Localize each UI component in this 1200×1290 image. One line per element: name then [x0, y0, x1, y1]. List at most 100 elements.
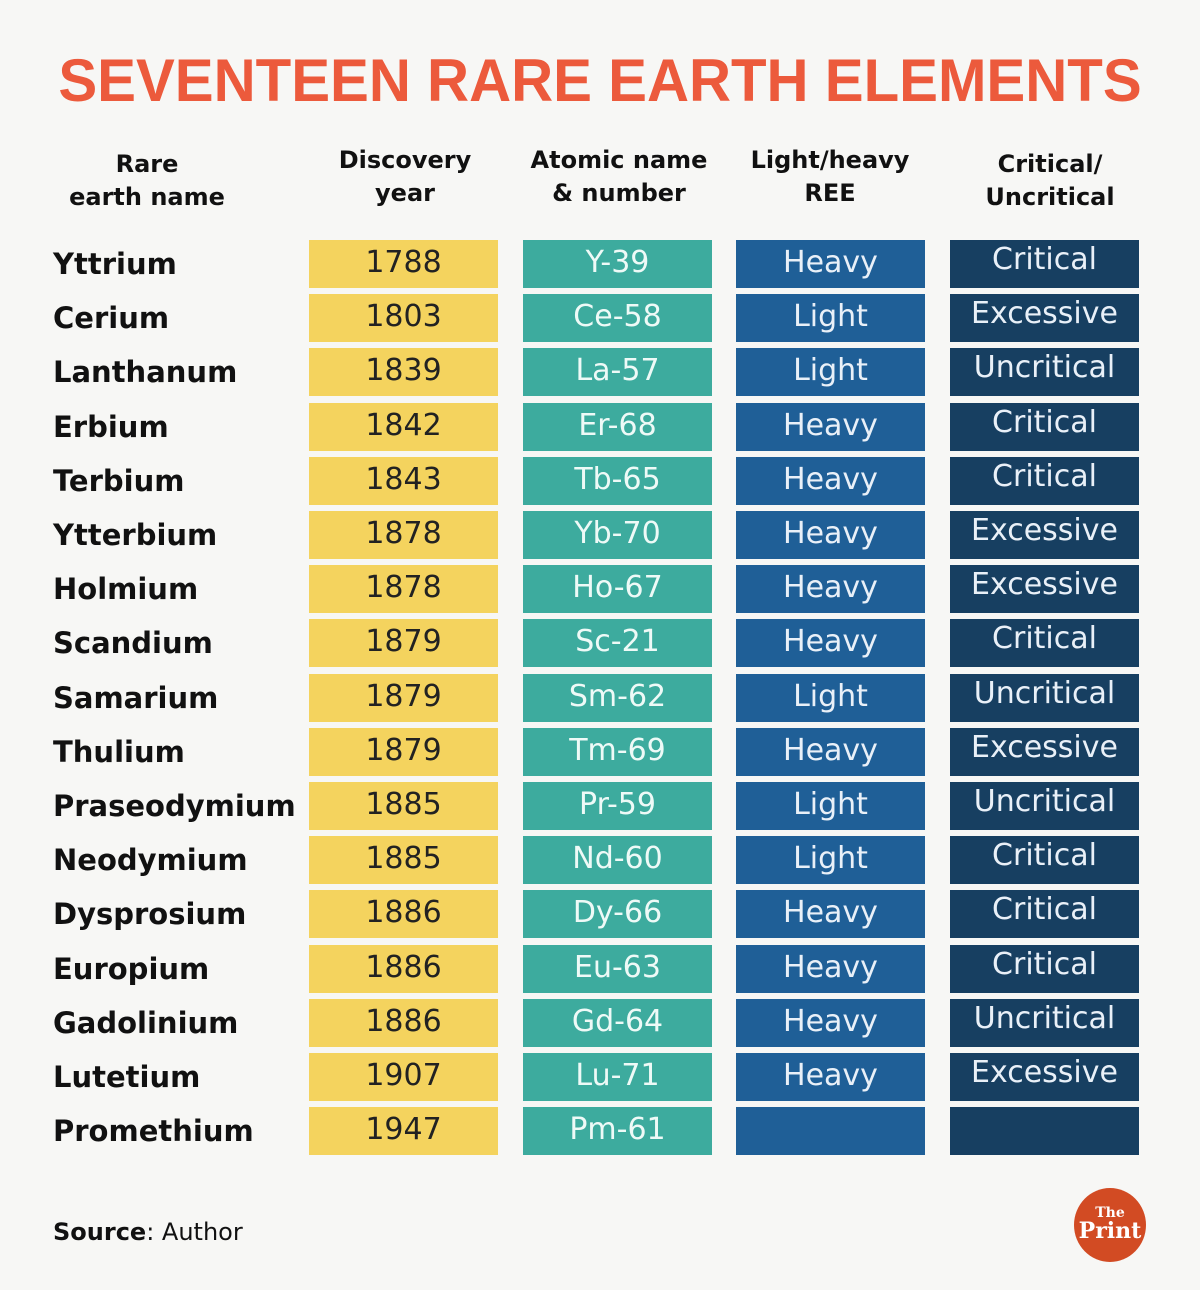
table-row: Lutetium 1907 Lu-71 Heavy Excessive	[0, 1053, 1200, 1101]
ree-type-cell: Light	[736, 673, 925, 722]
criticality-cell: Uncritical	[950, 673, 1139, 722]
theprint-logo: The Print	[1074, 1188, 1146, 1262]
element-name: Samarium	[53, 680, 219, 715]
element-name: Holmium	[53, 572, 199, 607]
element-name: Cerium	[53, 301, 170, 336]
table-row: Ytterbium 1878 Yb-70 Heavy Excessive	[0, 511, 1200, 559]
table-row: Scandium 1879 Sc-21 Heavy Critical	[0, 619, 1200, 668]
element-name: Erbium	[53, 409, 169, 444]
element-name: Terbium	[53, 463, 185, 498]
discovery-year-cell: 1886	[309, 998, 498, 1047]
atomic-name-cell: Y-39	[523, 240, 712, 288]
discovery-year-cell: 1886	[309, 890, 498, 939]
ree-type-cell: Heavy	[736, 998, 925, 1047]
header-atomic-name-number: Atomic name & number	[530, 146, 708, 207]
criticality-cell: Excessive	[950, 727, 1139, 776]
discovery-year-cell: 1788	[309, 240, 498, 288]
atomic-name-cell: Tb-65	[523, 456, 712, 505]
page-title: SEVENTEEN RARE EARTH ELEMENTS	[58, 47, 1142, 114]
atomic-name-cell: Lu-71	[523, 1053, 712, 1101]
discovery-year-cell: 1886	[309, 944, 498, 993]
ree-type-cell	[736, 1107, 925, 1156]
logo-line2: Print	[1078, 1218, 1142, 1244]
header-rare-earth-name: Rare earth name	[69, 150, 225, 211]
criticality-cell: Critical	[950, 240, 1139, 288]
atomic-name-cell: Tm-69	[523, 727, 712, 776]
atomic-name-cell: La-57	[523, 348, 712, 397]
atomic-name-cell: Pm-61	[523, 1107, 712, 1156]
element-name: Dysprosium	[53, 897, 247, 932]
criticality-cell: Excessive	[950, 565, 1139, 614]
table-row: Europium 1886 Eu-63 Heavy Critical	[0, 944, 1200, 993]
table-row: Gadolinium 1886 Gd-64 Heavy Uncritical	[0, 998, 1200, 1047]
element-name: Praseodymium	[53, 789, 296, 823]
table-row: Cerium 1803 Ce-58 Light Excessive	[0, 294, 1200, 343]
criticality-cell: Uncritical	[950, 782, 1139, 830]
ree-type-cell: Light	[736, 782, 925, 830]
discovery-year-cell: 1839	[309, 348, 498, 397]
ree-type-cell: Light	[736, 294, 925, 343]
discovery-year-cell: 1878	[309, 511, 498, 559]
criticality-cell: Critical	[950, 836, 1139, 885]
element-name: Lanthanum	[53, 355, 238, 390]
ree-type-cell: Heavy	[736, 402, 925, 451]
discovery-year-cell: 1885	[309, 836, 498, 885]
discovery-year-cell: 1885	[309, 782, 498, 830]
element-name: Neodymium	[53, 843, 248, 878]
atomic-name-cell: Pr-59	[523, 782, 712, 830]
discovery-year-cell: 1879	[309, 727, 498, 776]
header-discovery-year: Discovery year	[338, 146, 472, 207]
atomic-name-cell: Ce-58	[523, 294, 712, 343]
atomic-name-cell: Ho-67	[523, 565, 712, 614]
header-critical-uncritical: Critical/ Uncritical	[985, 150, 1115, 211]
discovery-year-cell: 1947	[309, 1107, 498, 1156]
ree-type-cell: Heavy	[736, 619, 925, 668]
criticality-cell: Uncritical	[950, 998, 1139, 1047]
ree-type-cell: Light	[736, 836, 925, 885]
criticality-cell: Uncritical	[950, 348, 1139, 397]
element-name: Ytterbium	[53, 518, 218, 552]
element-name: Scandium	[53, 626, 213, 661]
criticality-cell: Critical	[950, 944, 1139, 993]
source-value: : Author	[146, 1218, 243, 1246]
atomic-name-cell: Nd-60	[523, 836, 712, 885]
atomic-name-cell: Sc-21	[523, 619, 712, 668]
element-name: Gadolinium	[53, 1005, 239, 1040]
element-name: Yttrium	[53, 247, 177, 281]
discovery-year-cell: 1803	[309, 294, 498, 343]
table-row: Terbium 1843 Tb-65 Heavy Critical	[0, 456, 1200, 505]
discovery-year-cell: 1878	[309, 565, 498, 614]
ree-type-cell: Heavy	[736, 727, 925, 776]
criticality-cell	[950, 1107, 1139, 1156]
discovery-year-cell: 1907	[309, 1053, 498, 1101]
ree-type-cell: Light	[736, 348, 925, 397]
ree-type-cell: Heavy	[736, 456, 925, 505]
discovery-year-cell: 1842	[309, 402, 498, 451]
table-row: Yttrium 1788 Y-39 Heavy Critical	[0, 240, 1200, 288]
discovery-year-cell: 1879	[309, 673, 498, 722]
discovery-year-cell: 1843	[309, 456, 498, 505]
atomic-name-cell: Sm-62	[523, 673, 712, 722]
table-row: Erbium 1842 Er-68 Heavy Critical	[0, 402, 1200, 451]
table-row: Lanthanum 1839 La-57 Light Uncritical	[0, 348, 1200, 397]
element-name: Lutetium	[53, 1060, 201, 1094]
table-row: Neodymium 1885 Nd-60 Light Critical	[0, 836, 1200, 885]
table-row: Holmium 1878 Ho-67 Heavy Excessive	[0, 565, 1200, 614]
table-row: Dysprosium 1886 Dy-66 Heavy Critical	[0, 890, 1200, 939]
header-light-heavy-ree: Light/heavy REE	[750, 146, 910, 207]
table-row: Promethium 1947 Pm-61	[0, 1107, 1200, 1156]
criticality-cell: Excessive	[950, 511, 1139, 559]
atomic-name-cell: Er-68	[523, 402, 712, 451]
ree-type-cell: Heavy	[736, 1053, 925, 1101]
atomic-name-cell: Dy-66	[523, 890, 712, 939]
criticality-cell: Excessive	[950, 1053, 1139, 1101]
logo-line1: The	[1095, 1205, 1125, 1221]
table-row: Samarium 1879 Sm-62 Light Uncritical	[0, 673, 1200, 722]
criticality-cell: Excessive	[950, 294, 1139, 343]
table-row: Praseodymium 1885 Pr-59 Light Uncritical	[0, 782, 1200, 830]
ree-type-cell: Heavy	[736, 890, 925, 939]
criticality-cell: Critical	[950, 456, 1139, 505]
ree-type-cell: Heavy	[736, 240, 925, 288]
ree-type-cell: Heavy	[736, 511, 925, 559]
criticality-cell: Critical	[950, 402, 1139, 451]
